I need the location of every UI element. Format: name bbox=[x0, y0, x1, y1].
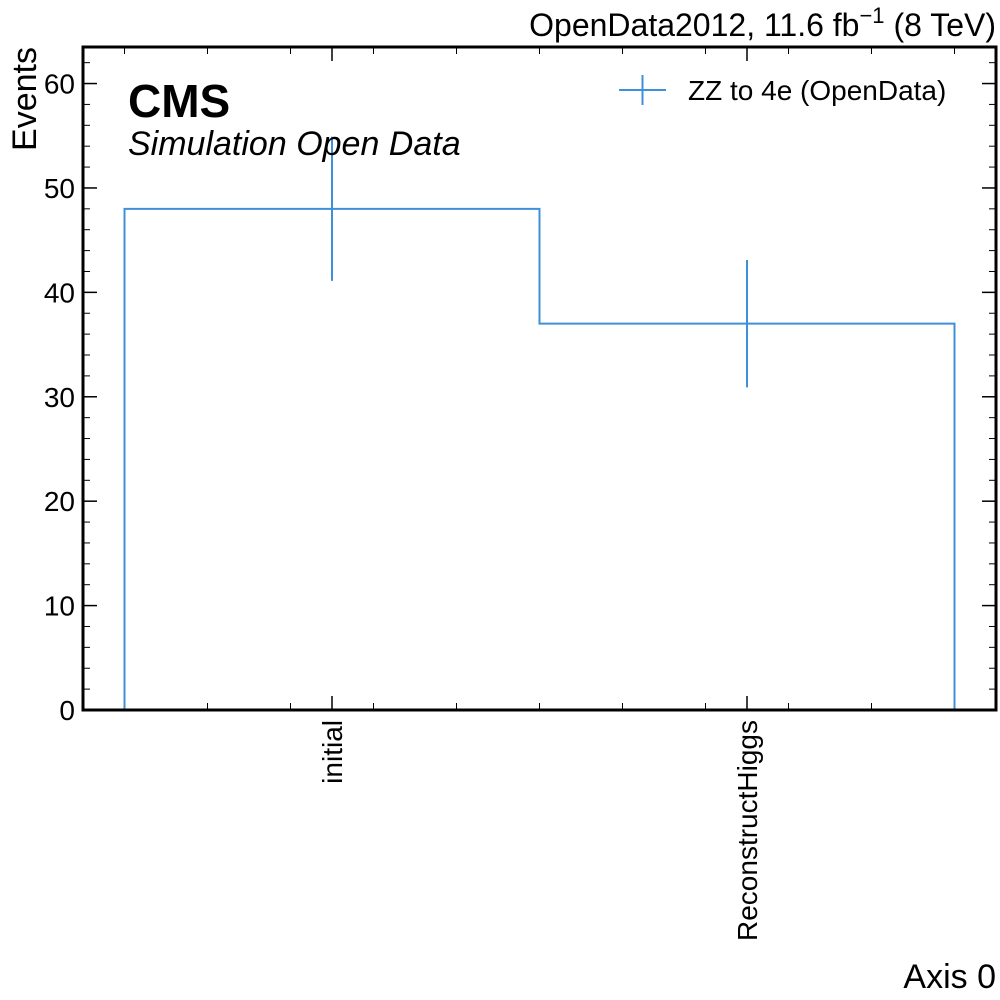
x-tick-label: initial bbox=[317, 720, 348, 784]
x-axis-title: Axis 0 bbox=[903, 958, 996, 996]
experiment-sublabel: Simulation Open Data bbox=[128, 125, 461, 163]
experiment-label: CMS bbox=[128, 75, 230, 127]
y-axis-title: Events bbox=[6, 47, 44, 151]
y-tick-label: 0 bbox=[59, 695, 75, 726]
y-tick-label: 20 bbox=[44, 486, 75, 517]
legend-label: ZZ to 4e (OpenData) bbox=[688, 75, 946, 106]
ticks-layer: 0 10 20 30 40 50 60 initial ReconstructHiggs bbox=[44, 47, 996, 941]
legend: ZZ to 4e (OpenData) bbox=[619, 75, 946, 106]
data-layer bbox=[123, 136, 956, 710]
y-tick-label: 60 bbox=[44, 69, 75, 100]
y-tick-label: 40 bbox=[44, 277, 75, 308]
y-tick-label: 10 bbox=[44, 591, 75, 622]
y-tick-label: 30 bbox=[44, 382, 75, 413]
x-tick-label: ReconstructHiggs bbox=[732, 720, 763, 941]
lumi-label: OpenData2012, 11.6 fb−1 (8 TeV) bbox=[529, 3, 996, 43]
y-tick-label: 50 bbox=[44, 173, 75, 204]
plot-frame bbox=[81, 45, 998, 712]
histogram-step-line bbox=[123, 207, 956, 710]
